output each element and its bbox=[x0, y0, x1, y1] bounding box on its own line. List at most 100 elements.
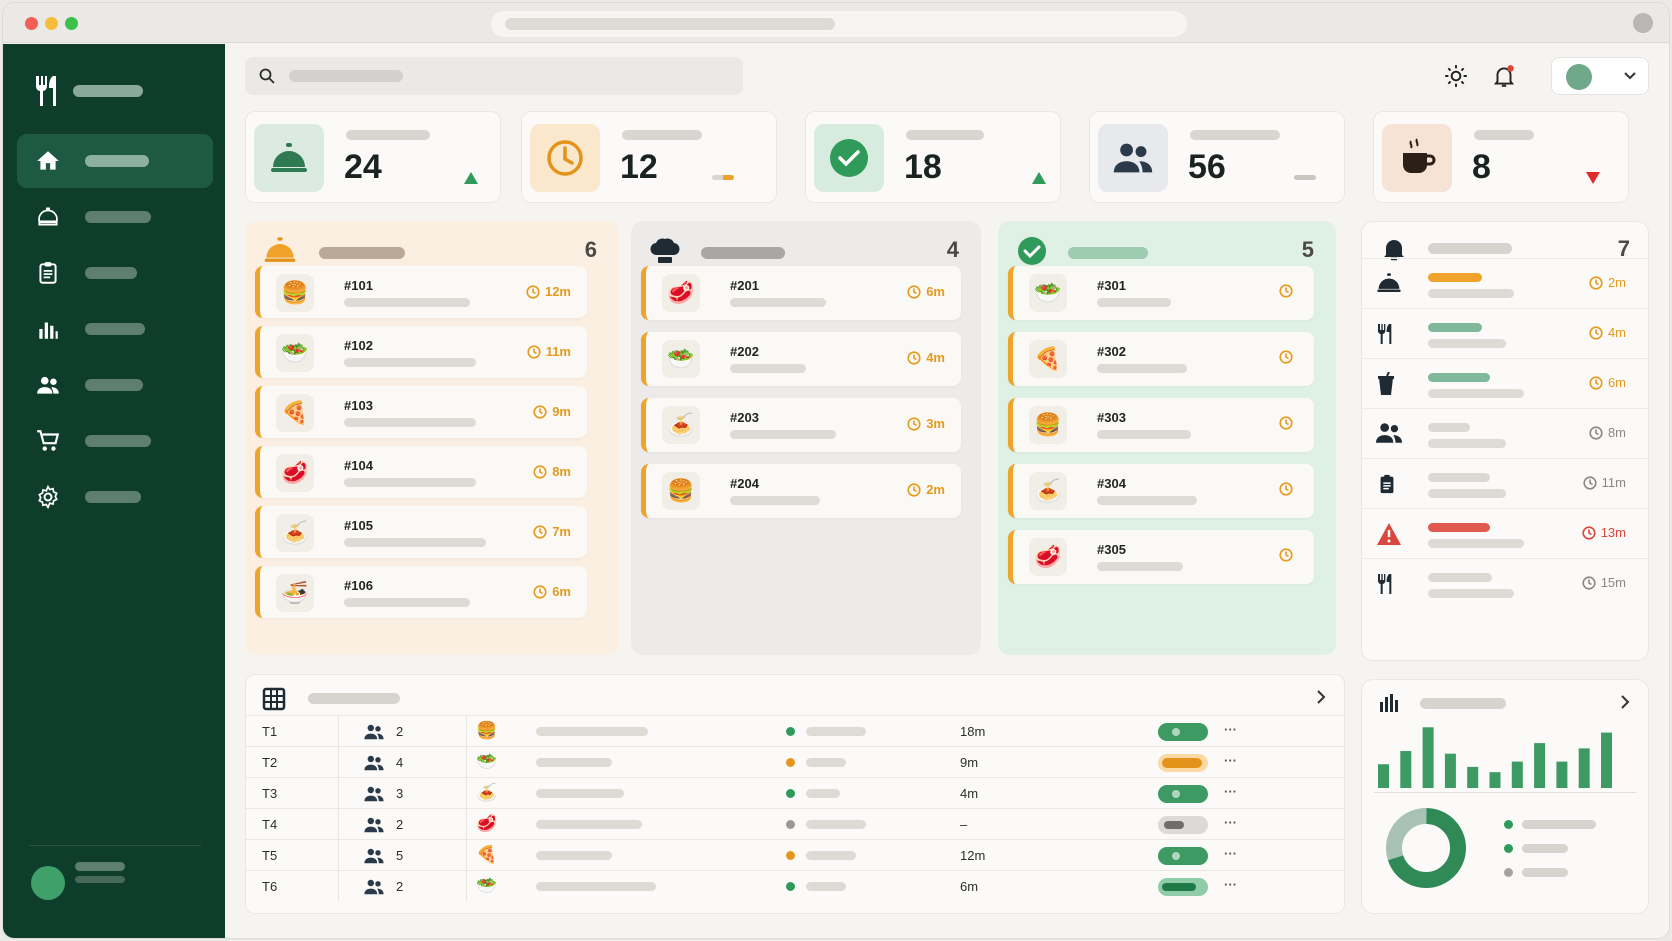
bell-icon bbox=[1382, 236, 1406, 267]
stat-label-placeholder bbox=[346, 130, 430, 140]
items-placeholder bbox=[536, 820, 642, 829]
alert-time: 4m bbox=[1607, 325, 1626, 340]
alert-item[interactable]: 13m bbox=[1362, 508, 1648, 561]
order-card[interactable]: 🍕 #103 9m bbox=[255, 386, 587, 438]
chevron-right-icon[interactable] bbox=[1620, 694, 1630, 715]
more-options-icon[interactable]: ··· bbox=[1224, 753, 1237, 768]
table-row[interactable]: T1 2 🍔 18m ··· bbox=[246, 715, 1344, 747]
table-row[interactable]: T4 2 🥩 – ··· bbox=[246, 808, 1344, 840]
order-card[interactable]: 🥗 #301 bbox=[1008, 266, 1314, 320]
alert-time: 11m bbox=[1601, 475, 1626, 490]
service-bell-icon bbox=[35, 204, 61, 230]
sidebar-item-label bbox=[85, 491, 141, 503]
order-card[interactable]: 🍝 #105 7m bbox=[255, 506, 587, 558]
status-toggle[interactable] bbox=[1158, 847, 1208, 865]
sidebar-item-menu[interactable] bbox=[17, 246, 213, 300]
sidebar-item-orders[interactable] bbox=[17, 190, 213, 244]
close-window-button[interactable] bbox=[25, 17, 38, 30]
orders-bar-chart bbox=[1378, 727, 1612, 788]
stat-card-completed[interactable]: 18 bbox=[805, 111, 1061, 203]
order-card[interactable]: 🍔 #204 2m bbox=[641, 464, 961, 518]
table-row[interactable]: T5 5 🍕 12m ··· bbox=[246, 839, 1344, 871]
order-time: 3m bbox=[926, 416, 945, 431]
food-thumbnail-icon: 🥗 bbox=[662, 340, 700, 378]
order-card[interactable]: 🥗 #202 4m bbox=[641, 332, 961, 386]
alert-item[interactable]: 8m bbox=[1362, 408, 1648, 461]
order-items-placeholder bbox=[1097, 364, 1187, 373]
order-card[interactable]: 🥩 #201 6m bbox=[641, 266, 961, 320]
stat-card-guests[interactable]: 56 bbox=[1089, 111, 1345, 203]
order-card[interactable]: 🥩 #104 8m bbox=[255, 446, 587, 498]
trend-flat-indicator bbox=[712, 175, 734, 180]
alert-item[interactable]: 6m bbox=[1362, 358, 1648, 411]
order-card[interactable]: 🍔 #101 12m bbox=[255, 266, 587, 318]
status-placeholder bbox=[806, 882, 846, 891]
stat-card-orders[interactable]: 24 bbox=[245, 111, 501, 203]
order-timer: 11m bbox=[527, 344, 571, 359]
alert-item[interactable]: 11m bbox=[1362, 458, 1648, 511]
order-card[interactable]: 🍕 #302 bbox=[1008, 332, 1314, 386]
users-icon bbox=[364, 755, 384, 774]
order-items-placeholder bbox=[1097, 562, 1183, 571]
chevron-right-icon[interactable] bbox=[1316, 689, 1326, 710]
food-icon: 🍕 bbox=[476, 845, 498, 865]
trend-flat-indicator bbox=[1294, 175, 1316, 180]
status-toggle[interactable] bbox=[1158, 754, 1208, 772]
sidebar-item-staff[interactable] bbox=[17, 358, 213, 412]
order-items-placeholder bbox=[1097, 430, 1191, 439]
alert-item[interactable]: 2m bbox=[1362, 258, 1648, 311]
alert-time: 6m bbox=[1607, 375, 1626, 390]
more-options-icon[interactable]: ··· bbox=[1224, 846, 1237, 861]
order-time: 4m bbox=[926, 350, 945, 365]
stat-card-cafe[interactable]: 8 bbox=[1373, 111, 1629, 203]
stat-card-pending[interactable]: 12 bbox=[521, 111, 777, 203]
sidebar-item-reports[interactable] bbox=[17, 302, 213, 356]
bar bbox=[1422, 727, 1434, 788]
column-count: 6 bbox=[584, 237, 597, 262]
order-card[interactable]: 🍔 #303 bbox=[1008, 398, 1314, 452]
alert-desc-placeholder bbox=[1428, 389, 1524, 398]
status-toggle[interactable] bbox=[1158, 785, 1208, 803]
alert-timer: 8m bbox=[1589, 425, 1626, 440]
toggle-knob bbox=[1172, 790, 1180, 798]
sidebar-item-home[interactable] bbox=[17, 134, 213, 188]
profile-menu[interactable] bbox=[1551, 57, 1649, 95]
table-row[interactable]: T2 4 🥗 9m ··· bbox=[246, 746, 1344, 778]
maximize-window-button[interactable] bbox=[65, 17, 78, 30]
food-thumbnail-icon: 🍔 bbox=[276, 274, 314, 312]
more-options-icon[interactable]: ··· bbox=[1224, 815, 1237, 830]
sun-icon[interactable] bbox=[1443, 63, 1469, 89]
status-toggle[interactable] bbox=[1158, 723, 1208, 741]
sidebar-item-inventory[interactable] bbox=[17, 414, 213, 468]
food-thumbnail-icon: 🍕 bbox=[1029, 340, 1067, 378]
check-circle-icon bbox=[814, 124, 884, 192]
user-avatar[interactable] bbox=[31, 866, 65, 900]
alert-item[interactable]: 4m bbox=[1362, 308, 1648, 361]
more-options-icon[interactable]: ··· bbox=[1224, 784, 1237, 799]
bell-icon[interactable] bbox=[1491, 63, 1517, 89]
more-options-icon[interactable]: ··· bbox=[1224, 877, 1237, 892]
order-card[interactable]: 🍜 #106 6m bbox=[255, 566, 587, 618]
minimize-window-button[interactable] bbox=[45, 17, 58, 30]
order-items-placeholder bbox=[344, 298, 470, 307]
browser-profile-avatar[interactable] bbox=[1633, 13, 1653, 33]
order-card[interactable]: 🍝 #304 bbox=[1008, 464, 1314, 518]
toggle-knob bbox=[1172, 728, 1180, 736]
order-card[interactable]: 🥗 #102 11m bbox=[255, 326, 587, 378]
table-row[interactable]: T6 2 🥗 6m ··· bbox=[246, 870, 1344, 902]
sidebar-item-settings[interactable] bbox=[17, 470, 213, 524]
status-toggle[interactable] bbox=[1158, 878, 1208, 896]
search-input[interactable] bbox=[245, 57, 743, 95]
order-card[interactable]: 🍝 #203 3m bbox=[641, 398, 961, 452]
users-icon bbox=[364, 786, 384, 805]
guest-count: 2 bbox=[396, 817, 404, 832]
order-card[interactable]: 🥩 #305 bbox=[1008, 530, 1314, 584]
food-icon: 🥩 bbox=[476, 814, 498, 834]
alert-item[interactable]: 15m bbox=[1362, 558, 1648, 611]
order-time: 6m bbox=[926, 284, 945, 299]
address-bar[interactable] bbox=[491, 11, 1187, 37]
more-options-icon[interactable]: ··· bbox=[1224, 722, 1237, 737]
status-toggle[interactable] bbox=[1158, 816, 1208, 834]
table-row[interactable]: T3 3 🍝 4m ··· bbox=[246, 777, 1344, 809]
clock-icon bbox=[526, 284, 540, 299]
